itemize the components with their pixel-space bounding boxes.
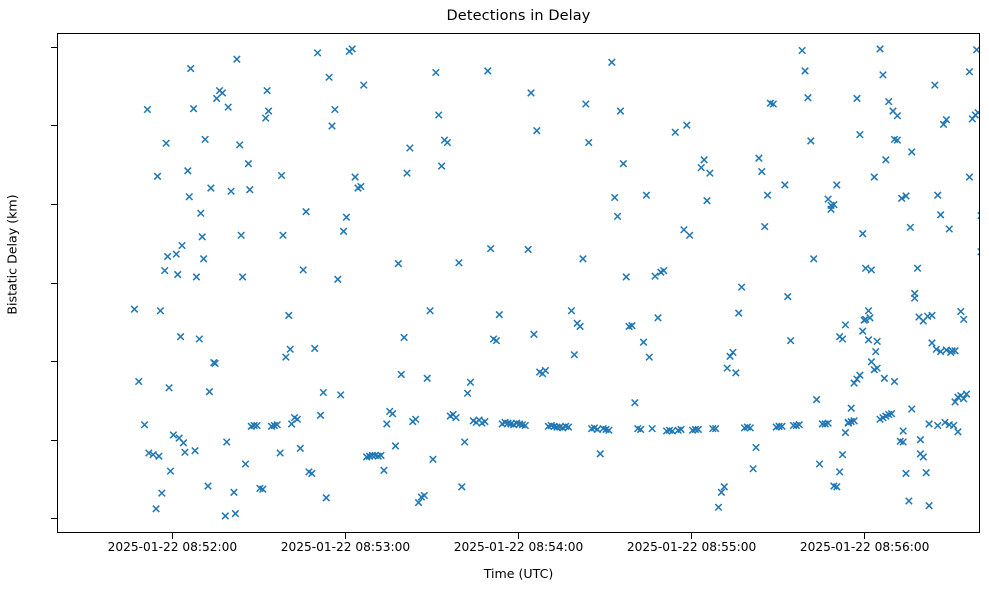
- x-tick-mark: [518, 533, 520, 539]
- y-tick-mark: [51, 125, 57, 127]
- y-tick-mark: [51, 203, 57, 205]
- y-tick-mark: [51, 282, 57, 284]
- y-tick-mark: [51, 46, 57, 48]
- x-tick-mark: [691, 533, 693, 539]
- x-tick-label: 2025-01-22 08:56:00: [799, 540, 930, 554]
- scatter-series-detections: [130, 45, 979, 520]
- y-tick-mark: [51, 361, 57, 363]
- x-tick-label: 2025-01-22 08:53:00: [280, 540, 411, 554]
- x-tick-label: 2025-01-22 08:54:00: [453, 540, 584, 554]
- plot-area: [57, 33, 980, 533]
- x-tick-mark: [864, 533, 866, 539]
- x-tick-label: 2025-01-22 08:55:00: [626, 540, 757, 554]
- x-tick-label: 2025-01-22 08:52:00: [107, 540, 238, 554]
- x-tick-mark: [171, 533, 173, 539]
- y-tick-mark: [51, 439, 57, 441]
- x-tick-mark: [344, 533, 347, 539]
- y-tick-mark: [51, 518, 57, 520]
- page-title: Detections in Delay: [446, 8, 591, 24]
- x-axis-label: Time (UTC): [483, 566, 554, 581]
